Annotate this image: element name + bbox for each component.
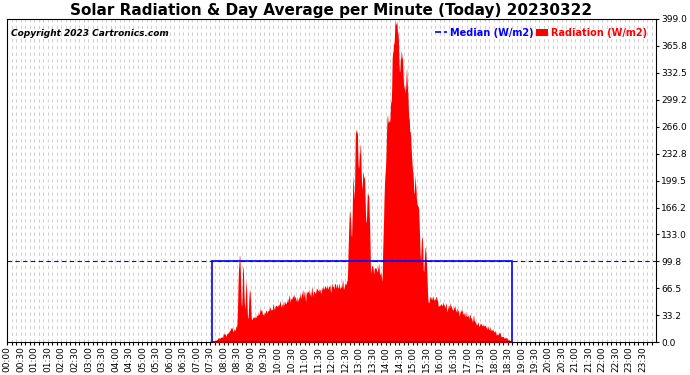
Legend: Median (W/m2), Radiation (W/m2): Median (W/m2), Radiation (W/m2) <box>431 24 651 42</box>
Title: Solar Radiation & Day Average per Minute (Today) 20230322: Solar Radiation & Day Average per Minute… <box>70 3 593 18</box>
Text: Copyright 2023 Cartronics.com: Copyright 2023 Cartronics.com <box>10 28 168 38</box>
Bar <box>213 261 512 342</box>
